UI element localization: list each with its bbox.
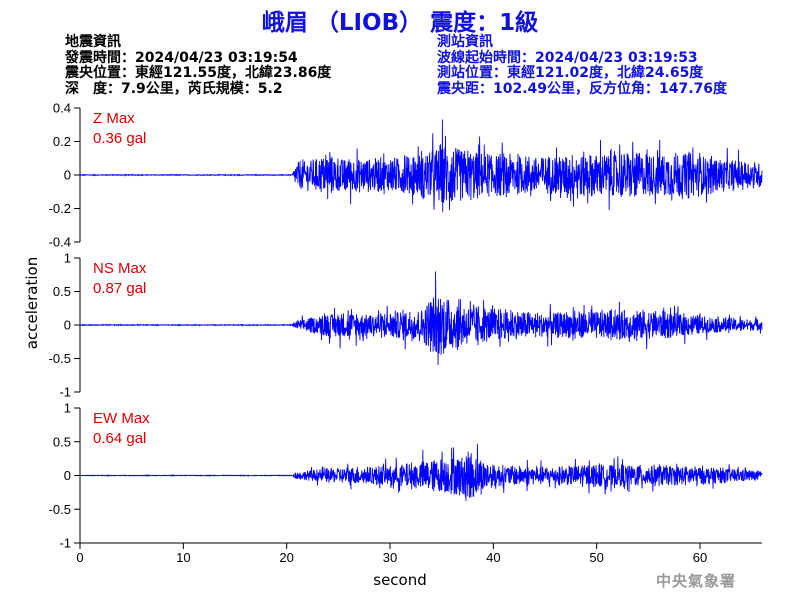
- y-tick-label: -1: [59, 385, 71, 400]
- x-tick-label: 10: [176, 550, 190, 565]
- agency-watermark: 中央氣象署: [656, 572, 737, 590]
- y-tick-label: -1: [59, 536, 71, 551]
- wave-start-time: 波線起始時間：2024/04/23 03:19:53: [437, 49, 698, 66]
- max-value-z: 0.36 gal: [93, 130, 146, 147]
- chart-title: 峨眉 （LIOB） 震度：1級: [261, 10, 539, 36]
- x-tick-label: 0: [76, 550, 83, 565]
- x-tick-label: 60: [693, 550, 707, 565]
- y-axis-title: acceleration: [23, 257, 41, 349]
- max-label-ew: EW Max: [93, 410, 150, 427]
- y-tick-label: -0.2: [49, 201, 71, 216]
- max-value-ew: 0.64 gal: [93, 430, 146, 447]
- y-tick-label: -0.5: [49, 351, 71, 366]
- y-tick-label: -0.5: [49, 502, 71, 517]
- x-tick-label: 30: [383, 550, 397, 565]
- y-tick-label: 1: [64, 401, 71, 416]
- y-tick-label: 0: [64, 168, 71, 183]
- y-tick-label: 1: [64, 251, 71, 266]
- x-tick-label: 40: [486, 550, 500, 565]
- waveform-ew: [79, 443, 763, 501]
- x-tick-label: 20: [279, 550, 293, 565]
- max-value-ns: 0.87 gal: [93, 280, 146, 297]
- y-tick-label: 0.2: [53, 134, 71, 149]
- quake-info-heading: 地震資訊: [65, 34, 121, 50]
- y-tick-label: -0.4: [49, 235, 71, 250]
- waveform-z: [79, 119, 763, 213]
- max-label-z: Z Max: [93, 110, 135, 127]
- epicenter: 震央位置：東經121.55度，北緯23.86度: [65, 65, 332, 81]
- max-label-ns: NS Max: [93, 260, 147, 277]
- station-info-heading: 測站資訊: [437, 34, 493, 50]
- station-info: 測站資訊 波線起始時間：2024/04/23 03:19:53 測站位置：東經1…: [437, 34, 728, 97]
- x-tick-label: 50: [589, 550, 603, 565]
- waveform-ns: [79, 271, 763, 365]
- y-tick-label: 0: [64, 318, 71, 333]
- y-tick-label: 0.5: [53, 434, 71, 449]
- depth-magnitude: 深 度：7.9公里，芮氏規模：5.2: [65, 80, 283, 97]
- origin-time: 發震時間：2024/04/23 03:19:54: [65, 49, 298, 66]
- x-axis-title: second: [373, 571, 427, 589]
- quake-info: 地震資訊 發震時間：2024/04/23 03:19:54 震央位置：東經121…: [65, 34, 332, 97]
- y-tick-label: 0: [64, 468, 71, 483]
- y-tick-label: 0.4: [53, 101, 71, 116]
- station-location: 測站位置：東經121.02度，北緯24.65度: [437, 65, 704, 81]
- y-tick-label: 0.5: [53, 284, 71, 299]
- epicentral-distance: 震央距：102.49公里，反方位角：147.76度: [437, 80, 728, 97]
